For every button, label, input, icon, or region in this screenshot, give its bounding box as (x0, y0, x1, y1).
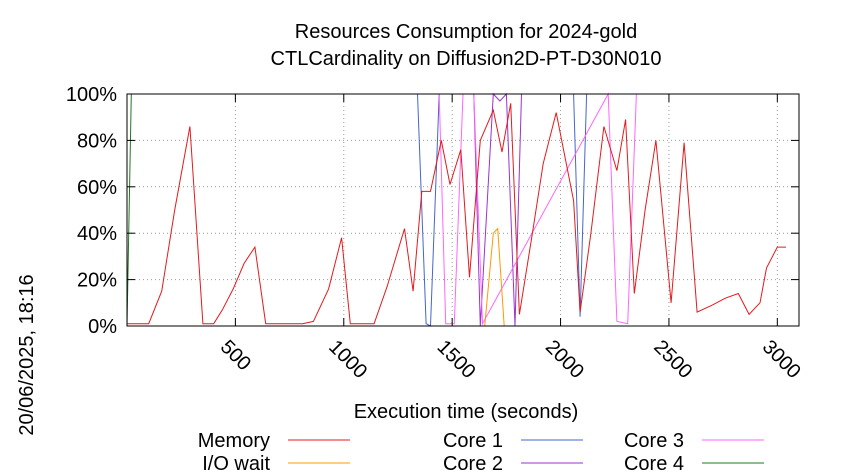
legend-label-memory: Memory (198, 430, 270, 452)
y-tick-label: 40% (77, 223, 117, 245)
x-tick-label: 3000 (758, 336, 805, 383)
x-tick-label: 2500 (649, 336, 696, 383)
y-tick-labels: 0% 20% 40% 60% 80% 100% (66, 84, 117, 338)
legend-label-i-o-wait: I/O wait (202, 453, 270, 475)
timestamp-label: 20/06/2025, 18:16 (16, 274, 38, 435)
series-line-core-1 (127, 93, 799, 327)
y-tick-label: 80% (77, 130, 117, 152)
x-tick-labels: 500 1000 1500 2000 2500 3000 (216, 336, 805, 383)
x-tick-label: 1500 (433, 336, 480, 383)
y-tick-label: 0% (88, 316, 117, 338)
x-axis-label: Execution time (seconds) (354, 401, 579, 423)
x-tick-label: 1000 (324, 336, 371, 383)
chart-title-line1: Resources Consumption for 2024-gold (295, 21, 637, 43)
x-tick-label: 500 (216, 336, 255, 375)
grid-lines (127, 93, 799, 327)
series-line-core-2 (127, 92, 799, 327)
series-line-core-4 (126, 93, 799, 327)
y-tick-label: 60% (77, 177, 117, 199)
legend-label-core-1: Core 1 (443, 430, 503, 452)
plot-frame (126, 93, 800, 327)
legend-label-core-4: Core 4 (624, 453, 684, 475)
chart-title-line2: CTLCardinality on Diffusion2D-PT-D30N010 (271, 48, 662, 70)
series-line-memory (127, 103, 786, 325)
legend-label-core-2: Core 2 (443, 453, 503, 475)
series-line-core-3 (127, 92, 799, 326)
y-tick-label: 100% (66, 84, 117, 106)
legend-label-core-3: Core 3 (624, 430, 684, 452)
series-lines (126, 92, 799, 327)
y-tick-label: 20% (77, 270, 117, 292)
axis-ticks (127, 93, 799, 327)
x-tick-label: 2000 (541, 336, 588, 383)
